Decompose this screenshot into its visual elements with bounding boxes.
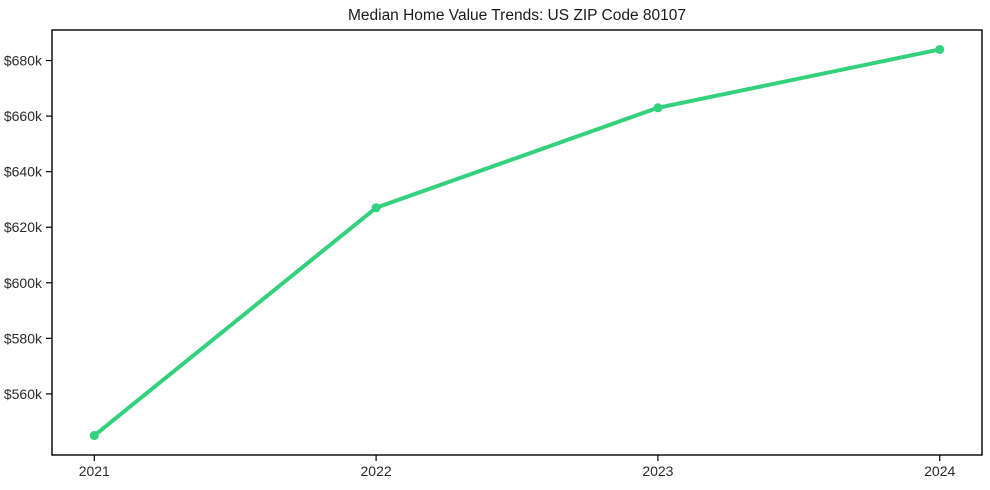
y-tick-label: $640k bbox=[4, 164, 43, 180]
y-tick-label: $660k bbox=[4, 108, 43, 124]
data-point-marker bbox=[371, 203, 381, 213]
y-tick-label: $580k bbox=[4, 330, 43, 346]
y-axis: $560k $580k $600k $620k $640k $660k $680k bbox=[4, 53, 52, 402]
plot-border bbox=[51, 29, 983, 456]
x-tick-label: 2022 bbox=[361, 463, 392, 479]
chart-title: Median Home Value Trends: US ZIP Code 80… bbox=[348, 7, 686, 24]
x-tick-label: 2021 bbox=[79, 463, 110, 479]
y-tick-label: $680k bbox=[4, 53, 43, 69]
data-point-marker bbox=[653, 103, 663, 113]
x-tick-label: 2023 bbox=[642, 463, 673, 479]
x-axis: 2021 2022 2023 2024 bbox=[79, 455, 956, 479]
value-line bbox=[92, 47, 942, 438]
y-tick-label: $560k bbox=[4, 386, 43, 402]
y-tick-label: $620k bbox=[4, 219, 43, 235]
x-tick-label: 2024 bbox=[924, 463, 955, 479]
data-point-marker bbox=[89, 431, 99, 441]
data-point-marker bbox=[935, 44, 945, 54]
data-series bbox=[89, 44, 945, 441]
plot-spines bbox=[51, 29, 983, 456]
y-tick-label: $600k bbox=[4, 275, 43, 291]
